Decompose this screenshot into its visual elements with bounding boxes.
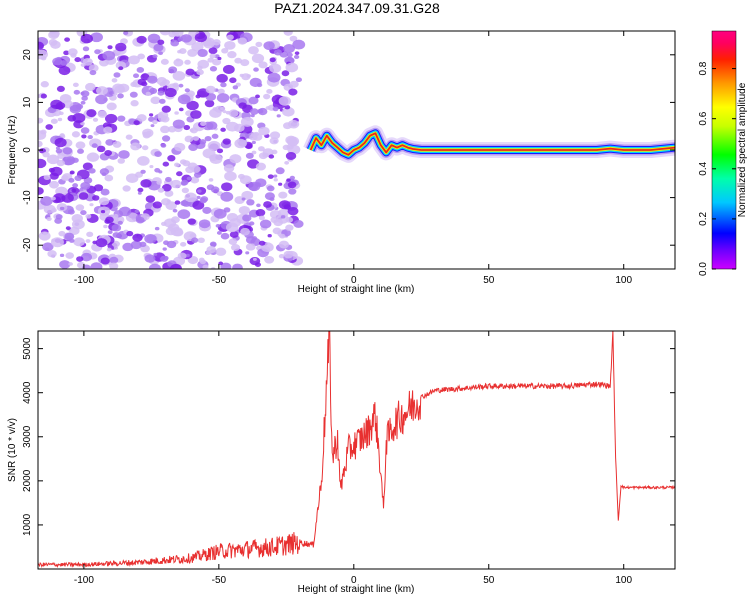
ridge-band-5 xyxy=(309,132,675,156)
colorbar-gradient xyxy=(712,31,736,269)
spectrogram-x-axis-label: Height of straight line (km) xyxy=(298,284,415,295)
x-tick-label: -50 xyxy=(212,275,227,286)
y-tick-label: -20 xyxy=(22,238,33,253)
spectrogram-y-axis: -20 -10 0 10 20 xyxy=(22,49,675,253)
colorbar-tick-label: 0.6 xyxy=(698,111,709,125)
y-tick-label: 20 xyxy=(22,49,33,61)
y-tick-label: 0 xyxy=(22,147,33,153)
spectrogram-x-axis: -100 -50 0 50 100 xyxy=(74,31,632,286)
x-tick-label: 0 xyxy=(351,575,357,586)
y-tick-label: 3000 xyxy=(22,425,33,448)
snr-series-line xyxy=(38,331,675,569)
colorbar-ticks: 0.0 0.2 0.4 0.6 0.8 xyxy=(698,61,736,276)
colorbar-tick-label: 0.0 xyxy=(698,262,709,276)
x-tick-label: 100 xyxy=(615,575,632,586)
colorbar-frame xyxy=(711,30,737,270)
snr-y-axis-label: SNR (10 * v/v) xyxy=(7,418,18,482)
x-tick-label: -100 xyxy=(74,275,94,286)
spectrogram-noise-region xyxy=(38,31,306,269)
x-tick-label: -50 xyxy=(212,575,227,586)
colorbar-label: Normalized spectral amplitude xyxy=(737,82,748,217)
y-tick-label: 2000 xyxy=(22,469,33,492)
snr-frame xyxy=(37,330,676,570)
y-tick-label: 5000 xyxy=(22,337,33,360)
y-tick-label: -10 xyxy=(22,190,33,205)
y-tick-label: 10 xyxy=(22,96,33,108)
x-tick-label: 50 xyxy=(483,275,495,286)
snr-y-axis: 1000 2000 3000 4000 5000 xyxy=(22,337,675,536)
colorbar-tick-label: 0.8 xyxy=(698,61,709,75)
snr-panel: -100 -50 0 50 100 1000 2000 3000 4000 5000 Heigh… xyxy=(7,330,676,595)
x-tick-label: 100 xyxy=(615,275,632,286)
snr-x-axis: -100 -50 0 50 100 xyxy=(74,331,632,586)
colorbar-tick-label: 0.4 xyxy=(698,161,709,175)
x-tick-label: -100 xyxy=(74,575,94,586)
spectrogram-ridge xyxy=(303,125,675,163)
colorbar-tick-label: 0.2 xyxy=(698,212,709,226)
y-tick-label: 1000 xyxy=(22,513,33,536)
spectrogram-y-axis-label: Frequency (Hz) xyxy=(7,116,18,185)
y-tick-label: 4000 xyxy=(22,381,33,404)
x-tick-label: 0 xyxy=(351,275,357,286)
snr-x-axis-label: Height of straight line (km) xyxy=(298,584,415,595)
figure-title: PAZ1.2024.347.09.31.G28 xyxy=(274,0,440,16)
x-tick-label: 50 xyxy=(483,575,495,586)
colorbar: 0.0 0.2 0.4 0.6 0.8 Normalized spectral ampl… xyxy=(698,30,748,276)
